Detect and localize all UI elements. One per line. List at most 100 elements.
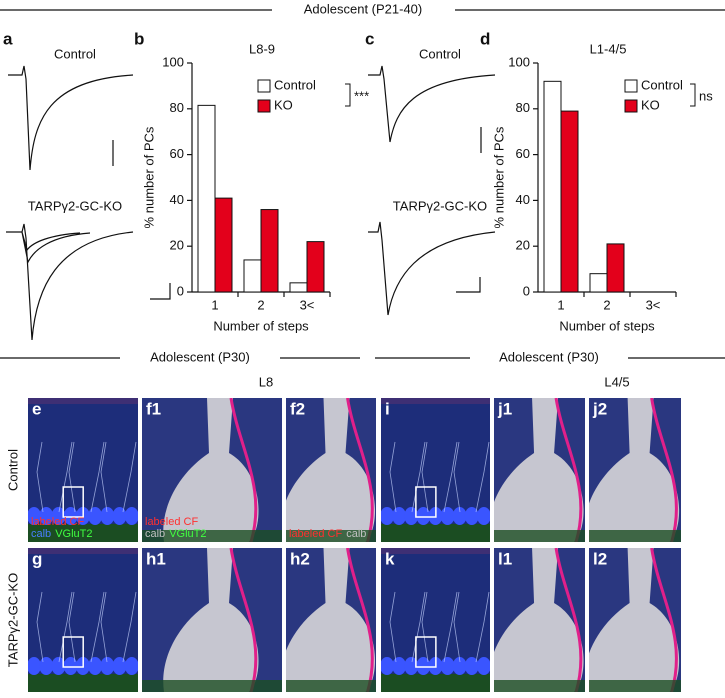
cell [286, 548, 375, 692]
granular-layer [142, 530, 282, 542]
dendrite [411, 591, 426, 663]
micrograph [142, 398, 282, 542]
dendrite [90, 441, 105, 513]
molecular-top [381, 548, 490, 554]
x-axis-label: Number of steps [559, 318, 655, 333]
granular-layer [28, 524, 138, 542]
micrograph [494, 398, 585, 542]
panel-label: j1 [497, 399, 512, 418]
soma [452, 657, 467, 675]
inset-box [415, 486, 437, 518]
panel-label: f2 [290, 399, 305, 418]
panel-label: i [385, 399, 390, 418]
caption: calb [31, 528, 51, 540]
soma [452, 507, 467, 525]
soma [464, 507, 479, 525]
bar [197, 104, 216, 293]
soma [381, 657, 394, 675]
dendrite [475, 591, 490, 663]
molecular-top [28, 398, 138, 404]
y-tick-label: 100 [508, 54, 530, 69]
soma [124, 657, 138, 675]
soma [124, 507, 138, 525]
soma [392, 507, 407, 525]
x-tick-label: 3< [646, 297, 661, 312]
x-tick-label: 1 [211, 297, 218, 312]
dendrite [389, 591, 397, 663]
caption: VGluT2 [55, 528, 92, 540]
dendrite [122, 441, 137, 513]
trace-label: TARPγ2-GC-KO [393, 198, 487, 213]
micrograph [28, 548, 138, 692]
caption: labeled CF [145, 516, 198, 528]
cell [494, 548, 584, 692]
granular-layer [286, 680, 376, 692]
caption: calb [145, 528, 165, 540]
soma [489, 661, 490, 671]
cell [163, 548, 259, 692]
caption: labeled CF [289, 528, 342, 540]
dendrite [36, 441, 44, 513]
bar [243, 259, 262, 293]
panel-label: c [365, 29, 374, 48]
trace [368, 221, 496, 316]
y-tick-label: 80 [170, 100, 184, 115]
dendrite [100, 591, 108, 663]
x-tick-label: 3< [300, 297, 315, 312]
panel-label: b [134, 29, 144, 48]
cell [494, 398, 584, 542]
panel-label: l2 [593, 549, 607, 568]
dendrite [68, 591, 76, 663]
micrograph [494, 548, 585, 692]
x-tick-label: 2 [603, 297, 610, 312]
cf [650, 398, 678, 542]
bar [214, 197, 233, 293]
row-label: TARPγ2-GC-KO [5, 573, 20, 667]
molecular-top [381, 398, 490, 404]
chart-title: L8-9 [249, 41, 275, 56]
row-label: Control [5, 449, 20, 491]
dendrite [411, 441, 426, 513]
dendrite [443, 591, 458, 663]
caption: labeled CF [31, 516, 84, 528]
section-title: Adolescent (P30) [499, 349, 599, 364]
inset-box [62, 486, 84, 518]
y-tick-label: 20 [516, 238, 530, 253]
cell [163, 398, 259, 542]
soma [476, 507, 490, 525]
soma [440, 507, 455, 525]
soma [51, 657, 66, 675]
y-axis-label: % number of PCs [141, 126, 156, 228]
dendrite [421, 591, 429, 663]
legend-swatch [624, 99, 638, 113]
significance-label: ns [699, 88, 713, 103]
panel-label: j2 [592, 399, 607, 418]
soma [51, 507, 66, 525]
section-region: L4/5 [604, 374, 629, 389]
bar [560, 110, 579, 293]
micrograph [589, 398, 681, 542]
inset-box [62, 636, 84, 668]
cell [589, 398, 680, 542]
soma [440, 657, 455, 675]
micrograph [589, 548, 681, 692]
granular-layer [381, 524, 490, 542]
legend-swatch [257, 99, 271, 113]
soma [404, 507, 419, 525]
dendrite [443, 441, 458, 513]
panel-label: e [32, 399, 41, 418]
bar [589, 273, 608, 293]
dendrite [90, 591, 105, 663]
granular-layer [286, 530, 376, 542]
soma [489, 511, 490, 521]
soma [28, 507, 41, 525]
micrograph [286, 548, 376, 692]
trace-label: TARPγ2-GC-KO [28, 198, 122, 213]
cf [554, 548, 583, 692]
soma [137, 511, 138, 521]
x-tick-label: 1 [557, 297, 564, 312]
trace [21, 231, 91, 264]
scale-bar [456, 277, 481, 293]
scale-bar [150, 283, 171, 300]
